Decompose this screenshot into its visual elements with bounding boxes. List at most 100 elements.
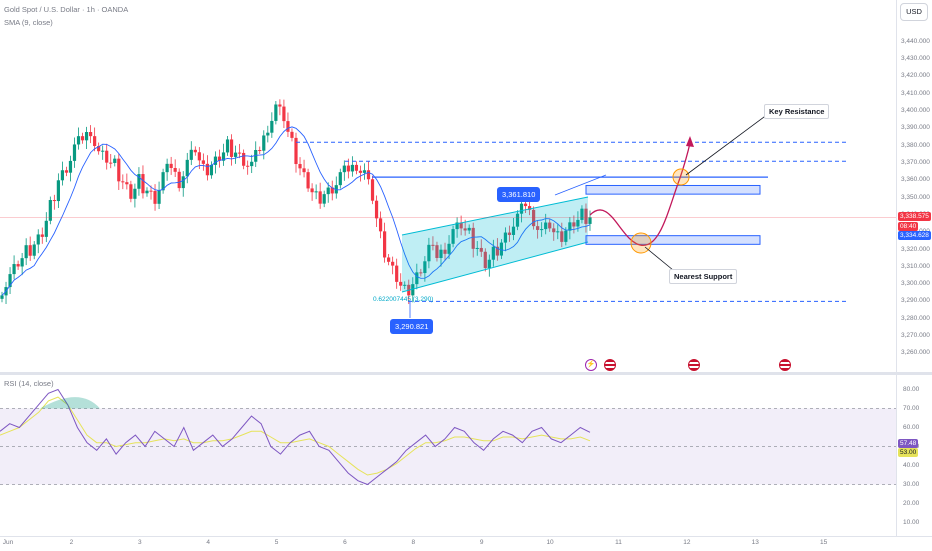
candle-body[interactable] [483, 251, 487, 269]
candle-body[interactable] [8, 274, 12, 288]
candle-body[interactable] [145, 190, 149, 194]
candle-body[interactable] [149, 190, 153, 192]
candle-body[interactable] [544, 222, 548, 230]
candle-body[interactable] [129, 184, 133, 199]
candle-body[interactable] [298, 164, 302, 169]
time-axis[interactable] [0, 536, 932, 551]
candle-body[interactable] [262, 135, 266, 151]
us-flag-event-icon[interactable] [779, 359, 791, 371]
candle-body[interactable] [254, 150, 258, 162]
candle-body[interactable] [306, 172, 310, 189]
candle-body[interactable] [463, 228, 467, 231]
swing-high-tag[interactable]: 3,361.810 [497, 187, 541, 202]
candle-body[interactable] [201, 160, 205, 164]
candle-body[interactable] [24, 245, 28, 259]
candle-body[interactable] [258, 150, 262, 152]
candle-body[interactable] [141, 174, 145, 194]
candle-body[interactable] [423, 261, 427, 274]
candle-body[interactable] [326, 187, 330, 195]
swing-low-tag[interactable]: 3,290.821 [390, 319, 434, 334]
candle-body[interactable] [415, 272, 419, 285]
candle-body[interactable] [447, 243, 451, 254]
candle-body[interactable] [580, 208, 584, 220]
candle-body[interactable] [165, 163, 169, 173]
ascending-channel[interactable] [402, 197, 588, 292]
sma-indicator-label[interactable]: SMA (9, close) [4, 18, 53, 27]
candle-body[interactable] [44, 220, 48, 237]
candle-body[interactable] [383, 231, 387, 258]
candle-body[interactable] [181, 176, 185, 189]
support-highlight-circle[interactable] [630, 232, 652, 254]
candle-body[interactable] [314, 191, 318, 193]
candle-body[interactable] [225, 139, 230, 153]
candle-body[interactable] [527, 206, 532, 210]
candle-body[interactable] [290, 131, 294, 138]
candle-body[interactable] [366, 170, 371, 180]
candle-body[interactable] [459, 222, 463, 229]
candle-body[interactable] [246, 165, 250, 167]
candle-body[interactable] [125, 182, 129, 185]
candle-body[interactable] [491, 246, 495, 260]
candle-body[interactable] [370, 179, 375, 201]
candle-body[interactable] [36, 234, 40, 245]
candle-body[interactable] [443, 249, 447, 254]
candle-body[interactable] [286, 121, 290, 132]
candle-body[interactable] [97, 146, 101, 152]
us-flag-event-icon[interactable] [688, 359, 700, 371]
candle-body[interactable] [266, 132, 270, 136]
candle-body[interactable] [519, 203, 524, 214]
candle-body[interactable] [193, 149, 197, 153]
candle-body[interactable] [374, 200, 379, 219]
candle-body[interactable] [109, 162, 113, 164]
candle-body[interactable] [278, 104, 282, 107]
candle-body[interactable] [52, 200, 56, 202]
candle-body[interactable] [72, 144, 77, 161]
candle-body[interactable] [229, 139, 234, 157]
candle-body[interactable] [213, 156, 218, 165]
candle-body[interactable] [479, 247, 483, 252]
candle-body[interactable] [238, 152, 242, 154]
candle-body[interactable] [64, 170, 69, 173]
candle-body[interactable] [499, 242, 503, 256]
candle-body[interactable] [435, 245, 439, 258]
support-zone[interactable] [585, 235, 761, 245]
candle-body[interactable] [32, 244, 36, 256]
candle-body[interactable] [274, 104, 278, 121]
candle-body[interactable] [121, 181, 125, 183]
candle-body[interactable] [89, 132, 93, 137]
candle-body[interactable] [12, 264, 16, 275]
candle-body[interactable] [56, 180, 60, 202]
candle-body[interactable] [40, 234, 44, 237]
candle-body[interactable] [439, 249, 443, 258]
candle-body[interactable] [270, 120, 274, 133]
candle-body[interactable] [177, 171, 181, 189]
candle-body[interactable] [48, 200, 52, 221]
candle-body[interactable] [334, 185, 338, 194]
candle-body[interactable] [350, 164, 354, 172]
candle-body[interactable] [487, 259, 491, 269]
candle-body[interactable] [250, 161, 254, 167]
candle-body[interactable] [419, 272, 423, 274]
candle-body[interactable] [221, 152, 226, 161]
candle-body[interactable] [588, 217, 592, 224]
pane-divider[interactable] [0, 372, 932, 375]
candle-body[interactable] [242, 152, 246, 166]
candle-body[interactable] [378, 218, 383, 232]
candle-body[interactable] [358, 170, 363, 173]
candle-body[interactable] [173, 168, 177, 172]
candle-body[interactable] [523, 203, 528, 207]
candle-body[interactable] [387, 257, 391, 262]
candle-body[interactable] [467, 227, 471, 231]
candle-body[interactable] [576, 219, 580, 227]
resistance-highlight-circle[interactable] [672, 168, 690, 186]
candle-body[interactable] [294, 137, 298, 165]
candle-body[interactable] [205, 163, 209, 176]
candle-body[interactable] [137, 174, 141, 189]
candle-body[interactable] [233, 152, 238, 157]
currency-button[interactable]: USD [900, 3, 928, 21]
candle-body[interactable] [346, 165, 350, 172]
candle-body[interactable] [117, 158, 121, 182]
candle-body[interactable] [455, 222, 459, 230]
candle-body[interactable] [330, 187, 334, 194]
